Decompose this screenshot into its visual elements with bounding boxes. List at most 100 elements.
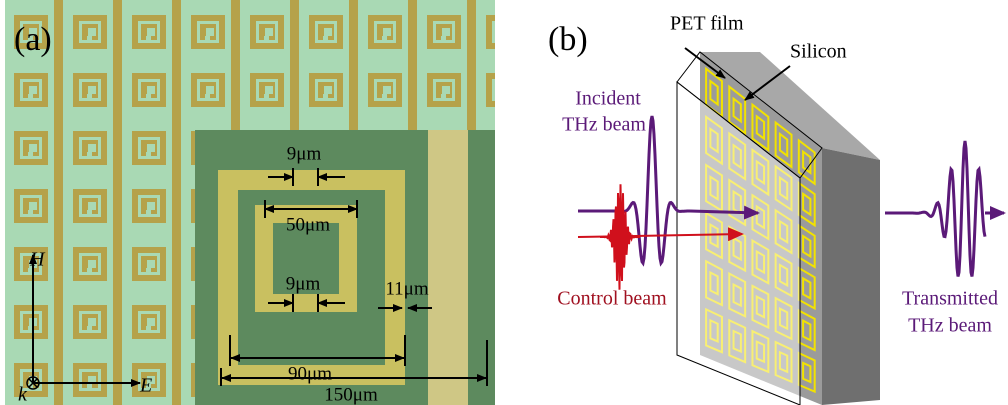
resonator xyxy=(732,282,742,308)
strip xyxy=(526,0,535,405)
resonator xyxy=(14,189,48,223)
resonator xyxy=(802,234,812,259)
label: Silicon xyxy=(790,41,847,63)
field-axes: H E k xyxy=(18,249,152,405)
resonator xyxy=(132,73,166,107)
resonator xyxy=(778,263,789,288)
resonator xyxy=(802,276,812,301)
resonator xyxy=(778,350,789,374)
resonator xyxy=(309,73,343,107)
resonator xyxy=(778,175,789,201)
strip xyxy=(113,0,122,405)
resonator xyxy=(774,164,793,212)
resonator xyxy=(250,15,284,49)
resonator xyxy=(368,73,402,107)
resonator xyxy=(709,174,719,202)
resonator xyxy=(427,15,461,49)
resonator xyxy=(709,270,719,296)
resonator xyxy=(427,73,461,107)
panel-label: (a) xyxy=(14,21,52,58)
axis-label: k xyxy=(18,384,28,405)
resonator xyxy=(755,294,766,319)
resonator xyxy=(778,131,789,158)
resonator xyxy=(728,271,747,318)
resonator xyxy=(14,73,48,107)
resonator xyxy=(14,247,48,281)
resonator xyxy=(751,329,770,374)
resonator xyxy=(14,15,48,49)
resonator xyxy=(751,147,770,197)
resonator xyxy=(705,211,723,260)
resonator xyxy=(732,96,742,124)
dimension: 11μm xyxy=(385,278,428,299)
resonator xyxy=(132,363,166,397)
resonator xyxy=(132,247,166,281)
resonator xyxy=(250,73,284,107)
label: THz beam xyxy=(908,315,992,337)
label: PET film xyxy=(670,13,744,35)
resonator xyxy=(73,15,107,49)
panel-label: (b) xyxy=(548,21,588,58)
resonator xyxy=(14,131,48,165)
resonator xyxy=(705,115,723,166)
resonator xyxy=(368,15,402,49)
resonator xyxy=(797,180,816,228)
beams xyxy=(577,47,1006,290)
label: Incident xyxy=(575,88,641,110)
resonator xyxy=(802,191,812,217)
resonator xyxy=(73,131,107,165)
resonator xyxy=(797,266,816,311)
sample xyxy=(676,51,880,405)
resonator xyxy=(486,73,495,107)
dimension: 9μm xyxy=(287,143,322,164)
resonator xyxy=(755,114,766,141)
resonator xyxy=(709,318,719,344)
resonator xyxy=(751,284,770,330)
resonator xyxy=(132,15,166,49)
resonator xyxy=(774,120,793,169)
resonator xyxy=(14,305,48,339)
resonator xyxy=(797,138,816,186)
resonator xyxy=(709,127,719,154)
axis-label: H xyxy=(29,249,46,271)
dimension: 150μm xyxy=(324,384,378,405)
resonator xyxy=(755,159,766,186)
resonator xyxy=(797,308,816,352)
resonator xyxy=(73,247,107,281)
resonator xyxy=(751,102,770,153)
dimension-annotations: 9μm 50μm 9μm 11μm 90μm 150μm xyxy=(220,143,488,405)
dimension: 90μm xyxy=(288,363,332,384)
resonator xyxy=(705,307,723,354)
resonator xyxy=(755,340,766,364)
dimension: 9μm xyxy=(286,273,321,294)
resonator xyxy=(797,223,816,269)
resonator xyxy=(732,329,742,354)
resonator xyxy=(309,15,343,49)
resonator xyxy=(728,84,747,136)
resonator xyxy=(132,131,166,165)
resonator xyxy=(191,73,225,107)
resonator xyxy=(802,319,812,342)
strip xyxy=(172,0,181,405)
resonator xyxy=(751,238,770,285)
axis-label: E xyxy=(139,375,152,397)
strip xyxy=(54,0,63,405)
resonator xyxy=(774,340,793,384)
resonator xyxy=(73,305,107,339)
resonator xyxy=(778,219,789,244)
resonator xyxy=(486,15,495,49)
label: THz beam xyxy=(562,114,646,136)
resonator xyxy=(728,318,747,364)
dimension: 50μm xyxy=(286,214,330,235)
resonator xyxy=(73,73,107,107)
resonator xyxy=(802,149,812,175)
resonator xyxy=(774,296,793,341)
resonator xyxy=(774,208,793,255)
resonator xyxy=(755,249,766,275)
resonator xyxy=(709,222,719,249)
resonator xyxy=(732,143,742,170)
resonator xyxy=(797,351,816,394)
resonator xyxy=(709,79,719,107)
resonator xyxy=(774,252,793,298)
